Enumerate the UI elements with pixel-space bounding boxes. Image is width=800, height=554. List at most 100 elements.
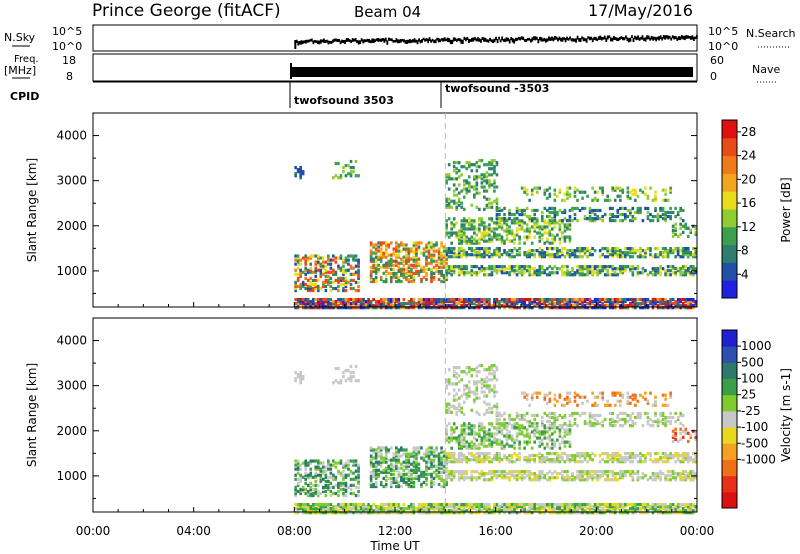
power-cell — [495, 223, 499, 227]
power-cell — [397, 275, 401, 280]
power-cell — [586, 255, 589, 259]
velocity-cell — [523, 458, 526, 462]
power-cell — [525, 229, 529, 233]
velocity-cell — [342, 475, 345, 479]
power-cell — [397, 243, 401, 247]
velocity-cell — [576, 460, 579, 464]
power-cell — [563, 255, 567, 259]
velocity-cell — [480, 436, 484, 440]
power-cell — [410, 269, 413, 273]
power-cell — [354, 174, 358, 178]
velocity-cell — [425, 454, 428, 458]
velocity-cell — [430, 476, 433, 481]
power-cell — [676, 212, 680, 217]
velocity-cell — [686, 454, 690, 458]
power-cell — [488, 167, 491, 171]
power-cell — [629, 255, 632, 259]
velocity-cell — [586, 478, 589, 482]
power-cell — [299, 282, 302, 287]
velocity-cell — [498, 460, 501, 464]
power-cell — [437, 271, 441, 276]
power-cell — [480, 159, 484, 163]
velocity-cell — [566, 502, 569, 507]
velocity-cell — [374, 476, 378, 481]
nsky-point — [398, 39, 401, 44]
velocity-cell — [485, 430, 489, 434]
velocity-cell — [389, 484, 393, 489]
velocity-cell — [415, 468, 418, 472]
velocity-cell — [372, 462, 375, 466]
power-cell — [329, 270, 333, 274]
power-cell — [498, 249, 501, 253]
power-cell — [523, 304, 526, 308]
power-cell — [551, 302, 554, 306]
velocity-cell — [410, 502, 413, 507]
power-cell — [483, 195, 486, 199]
power-cell — [488, 201, 491, 205]
nsky-point — [501, 36, 504, 41]
power-cell — [654, 273, 657, 277]
nsky-point — [338, 38, 340, 42]
velocity-cell — [440, 462, 443, 466]
power-cell — [548, 214, 552, 219]
power-cell — [518, 241, 521, 245]
power-cell — [495, 216, 499, 221]
power-cell — [372, 251, 375, 255]
velocity-cell — [679, 511, 682, 515]
power-cell — [327, 278, 330, 283]
nsky-tick-bottom-right: 10^0 — [708, 40, 738, 53]
velocity-cell — [618, 511, 622, 515]
power-cell — [553, 212, 557, 217]
power-cell — [314, 270, 318, 274]
velocity-cell — [427, 460, 431, 464]
velocity-cell — [533, 458, 537, 462]
power-cell — [473, 306, 476, 310]
power-cell — [618, 249, 622, 253]
velocity-cell — [475, 458, 479, 462]
velocity-cell — [538, 507, 542, 511]
power-cell — [651, 269, 655, 273]
velocity-cell — [435, 454, 438, 458]
velocity-cell — [473, 470, 476, 474]
power-cell — [362, 304, 365, 308]
power-cell — [671, 249, 675, 253]
power-cell — [694, 253, 698, 257]
power-cell — [613, 219, 617, 223]
power-cell — [520, 271, 524, 275]
velocity-cell — [412, 464, 416, 468]
power-cell — [498, 253, 501, 257]
power-cell — [576, 302, 579, 306]
power-cell — [611, 306, 615, 310]
power-cell — [349, 159, 353, 164]
velocity-cell — [460, 438, 464, 442]
power-cell — [568, 225, 572, 229]
power-cell — [684, 273, 688, 277]
velocity-cell — [342, 463, 345, 467]
power-cell — [681, 208, 685, 213]
velocity-cell — [490, 470, 494, 474]
velocity-cell — [674, 460, 677, 464]
velocity-cell — [475, 478, 479, 482]
power-cell — [483, 229, 486, 233]
power-cell — [442, 261, 446, 265]
velocity-cell — [558, 505, 562, 509]
power-cell — [676, 306, 680, 310]
power-cell — [503, 271, 506, 275]
colorbar-tick-label: 20 — [741, 172, 756, 186]
velocity-cell — [470, 430, 474, 434]
velocity-cell — [400, 474, 403, 478]
nsky-point — [360, 38, 363, 42]
nsky-point — [442, 38, 445, 42]
power-cell — [626, 253, 630, 257]
velocity-cell — [304, 465, 307, 469]
power-cell — [369, 273, 373, 278]
velocity-cell — [583, 470, 587, 474]
power-cell — [561, 198, 564, 202]
power-cell — [430, 302, 433, 306]
power-cell — [571, 253, 574, 257]
power-cell — [397, 267, 401, 271]
velocity-cell — [566, 509, 569, 513]
power-cell — [427, 306, 431, 310]
velocity-cell — [460, 454, 464, 458]
velocity-cell — [478, 454, 481, 458]
